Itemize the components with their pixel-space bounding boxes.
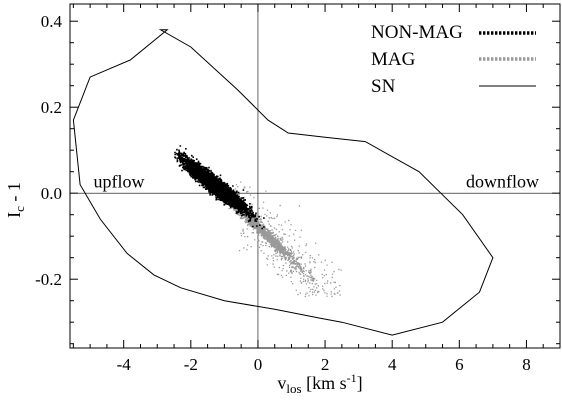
x-tick-label: 6 bbox=[455, 355, 464, 374]
x-tick-label: 8 bbox=[522, 355, 531, 374]
plot-frame bbox=[69, 3, 561, 349]
y-tick-label: 0.4 bbox=[41, 12, 63, 31]
y-tick-label: -0.2 bbox=[35, 270, 62, 289]
legend-label-sn: SN bbox=[371, 76, 396, 97]
scatter-points-non-mag bbox=[174, 145, 265, 230]
y-tick-label: 0.0 bbox=[41, 184, 62, 203]
x-tick-label: 4 bbox=[388, 355, 397, 374]
annotation-upflow: upflow bbox=[93, 171, 144, 191]
series-sn-contour bbox=[72, 29, 494, 336]
annotation-downflow: downflow bbox=[466, 171, 539, 191]
plot-area: -4 -2 0 2 4 6 8 -0.2 0.0 0.2 0.4 bbox=[35, 3, 561, 374]
x-tick-label: -2 bbox=[184, 355, 198, 374]
series-nonmag-points bbox=[174, 145, 265, 230]
x-tick-label: 2 bbox=[321, 355, 330, 374]
legend-label-nonmag: NON-MAG bbox=[371, 22, 463, 43]
x-tick-label: -4 bbox=[117, 355, 132, 374]
legend: NON-MAG MAG SN bbox=[371, 22, 536, 97]
y-tick-label: 0.2 bbox=[41, 98, 62, 117]
y-axis-label: Ic - 1 bbox=[4, 182, 27, 218]
x-axis-label: vlos [km s-1] bbox=[277, 371, 362, 396]
x-tick-label: 0 bbox=[254, 355, 263, 374]
legend-label-mag: MAG bbox=[371, 49, 416, 70]
